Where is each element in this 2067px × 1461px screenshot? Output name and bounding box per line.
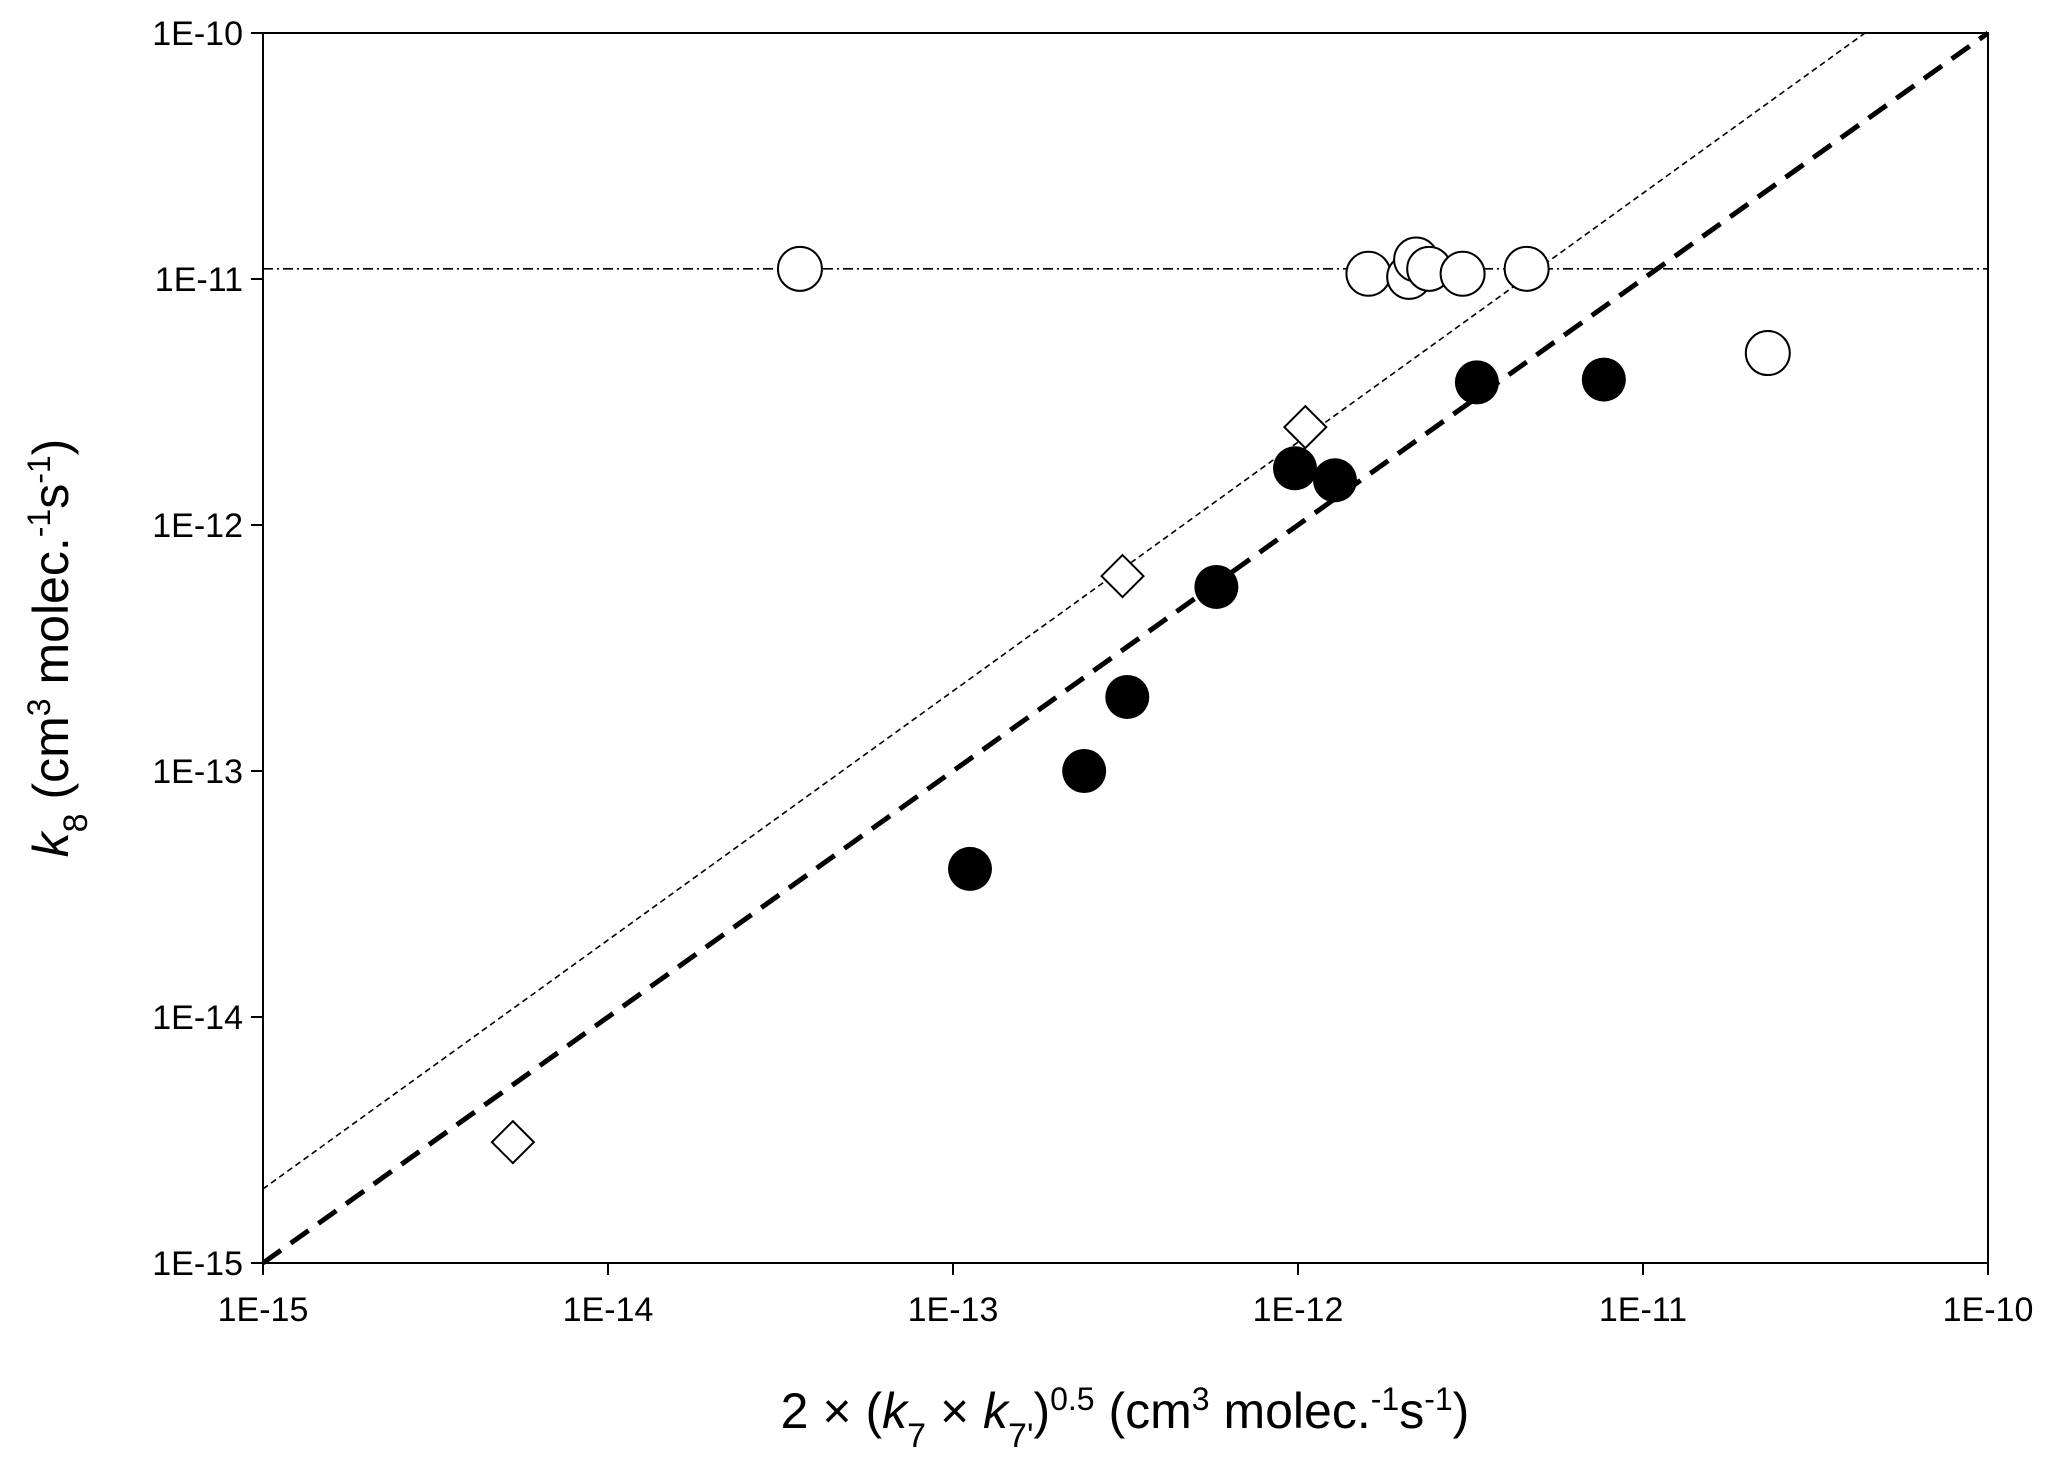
open-circle-point: [1439, 250, 1486, 297]
y-axis-title: k8 (cm3 molec.-1s-1): [21, 439, 95, 858]
x-tick-label: 1E-14: [563, 1291, 654, 1329]
y-tick-label: 1E-14: [152, 999, 243, 1037]
x-ticks: 1E-15 1E-14 1E-13 1E-12 1E-11 1E-10: [218, 1263, 2034, 1329]
filled-circle-point: [1272, 446, 1317, 491]
x-tick-label: 1E-15: [218, 1291, 309, 1329]
y-tick-label: 1E-11: [155, 261, 243, 299]
open-diamond-point: [490, 1119, 536, 1165]
open-circle-point: [1744, 330, 1791, 377]
x-tick-label: 1E-13: [908, 1291, 999, 1329]
y-tick-label: 1E-15: [152, 1245, 243, 1283]
filled-circle-point: [1194, 564, 1239, 609]
y-tick-label: 1E-12: [152, 507, 243, 545]
filled-circle-point: [1454, 360, 1499, 405]
filled-circle-point: [1581, 357, 1626, 402]
x-tick-label: 1E-12: [1253, 1291, 1344, 1329]
filled-circle-point: [1105, 674, 1150, 719]
open-diamond-point: [1282, 404, 1328, 450]
filled-circle-point: [947, 846, 992, 891]
open-circle-point: [776, 245, 823, 292]
open-diamond-point: [1100, 553, 1145, 599]
reference-lines: [261, 30, 1990, 1266]
x-tick-label: 1E-11: [1599, 1291, 1687, 1329]
open-circle-point: [1503, 245, 1550, 292]
x-tick-label: 1E-10: [1943, 1291, 2034, 1329]
data-points: [490, 236, 1791, 1165]
one-to-one-line: [261, 30, 1990, 1266]
x-axis-title: 2 × (k7 × k7')0.5 (cm3 molec.-1s-1): [781, 1381, 1470, 1455]
open-circle-point: [1345, 250, 1392, 297]
filled-circle-point: [1062, 749, 1107, 793]
y-tick-label: 1E-13: [152, 753, 243, 791]
filled-circle-point: [1312, 458, 1357, 503]
y-ticks: 1E-15 1E-14 1E-13 1E-12 1E-11 1E-10: [152, 15, 263, 1283]
y-tick-label: 1E-10: [152, 15, 243, 53]
